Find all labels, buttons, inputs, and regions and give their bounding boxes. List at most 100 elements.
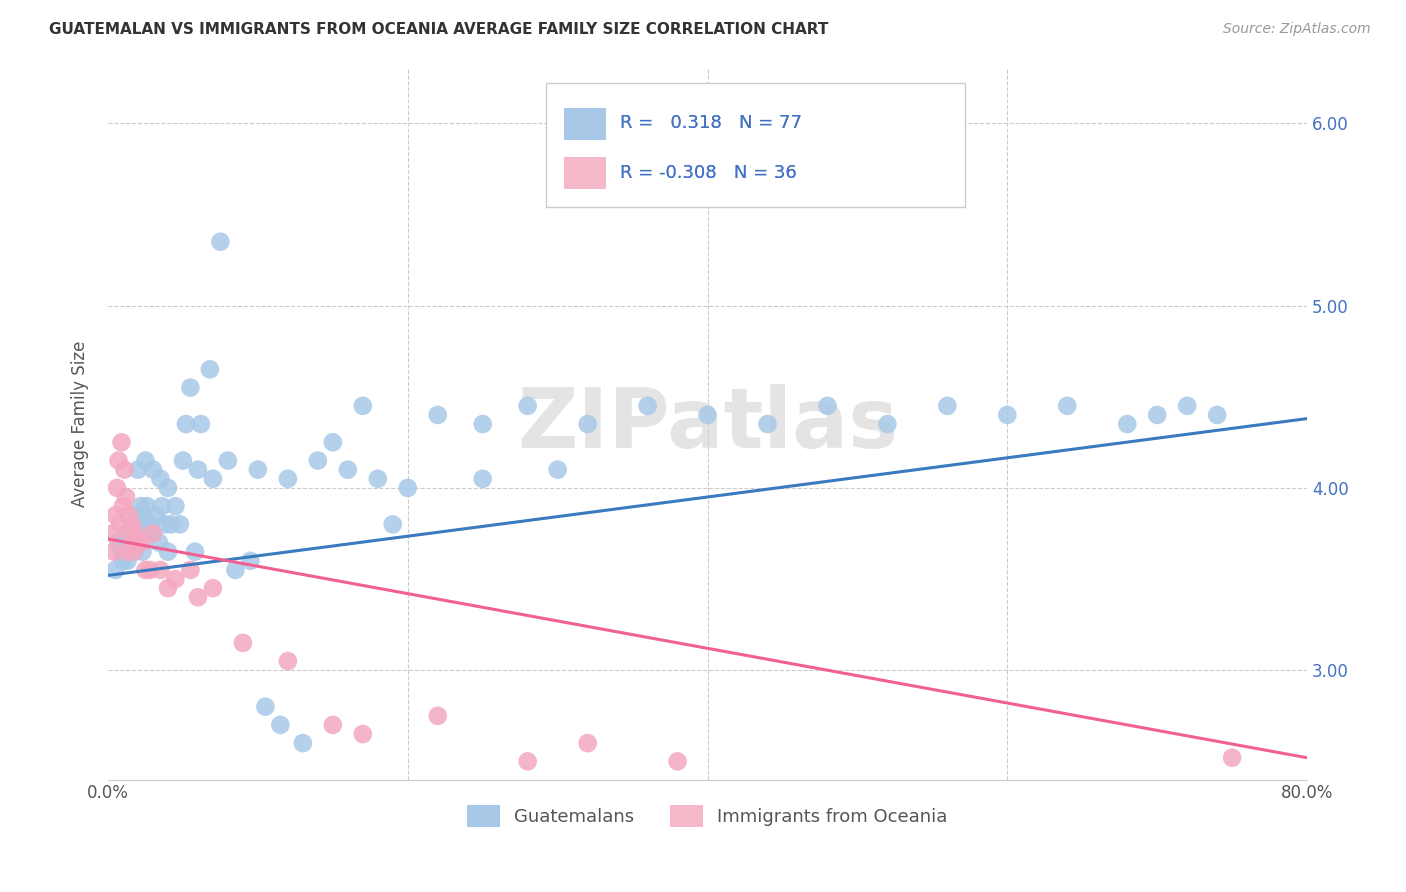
Point xyxy=(201,472,224,486)
Point xyxy=(148,535,170,549)
Point xyxy=(217,453,239,467)
Point xyxy=(187,463,209,477)
Point xyxy=(637,399,659,413)
Point xyxy=(153,517,176,532)
Point xyxy=(516,399,538,413)
Point xyxy=(150,499,173,513)
Point xyxy=(156,544,179,558)
Point xyxy=(179,381,201,395)
Point xyxy=(118,508,141,523)
Point xyxy=(103,544,125,558)
Point xyxy=(367,472,389,486)
Point xyxy=(107,535,129,549)
Point xyxy=(114,463,136,477)
Text: R =   0.318   N = 77: R = 0.318 N = 77 xyxy=(620,114,801,132)
Point xyxy=(174,417,197,431)
Point xyxy=(576,736,599,750)
Point xyxy=(277,472,299,486)
Point xyxy=(224,563,246,577)
Point xyxy=(352,727,374,741)
Point xyxy=(136,499,159,513)
Point xyxy=(145,508,167,523)
Point xyxy=(139,563,162,577)
Point xyxy=(124,544,146,558)
Point xyxy=(169,517,191,532)
Point xyxy=(118,535,141,549)
Point xyxy=(381,517,404,532)
Point xyxy=(114,544,136,558)
Point xyxy=(128,535,150,549)
Point xyxy=(352,399,374,413)
Point xyxy=(190,417,212,431)
Point xyxy=(756,417,779,431)
Point xyxy=(108,517,131,532)
Point xyxy=(426,708,449,723)
Point xyxy=(277,654,299,668)
Point xyxy=(1220,750,1243,764)
Point xyxy=(198,362,221,376)
Bar xyxy=(564,108,606,140)
Bar xyxy=(546,83,966,207)
Point xyxy=(104,563,127,577)
Point xyxy=(142,526,165,541)
Point xyxy=(201,581,224,595)
Y-axis label: Average Family Size: Average Family Size xyxy=(72,341,89,508)
Point xyxy=(322,435,344,450)
Point xyxy=(291,736,314,750)
Text: R =   0.318   N = 77: R = 0.318 N = 77 xyxy=(620,114,801,132)
Point xyxy=(1206,408,1229,422)
Point xyxy=(426,408,449,422)
Text: R = -0.308   N = 36: R = -0.308 N = 36 xyxy=(620,164,797,182)
Point xyxy=(149,563,172,577)
Point xyxy=(666,755,689,769)
Point xyxy=(547,463,569,477)
Point xyxy=(696,408,718,422)
Point xyxy=(111,554,134,568)
Bar xyxy=(564,157,606,189)
Point xyxy=(139,517,162,532)
Text: Source: ZipAtlas.com: Source: ZipAtlas.com xyxy=(1223,22,1371,37)
Point xyxy=(124,526,146,541)
Point xyxy=(107,453,129,467)
Point xyxy=(115,526,138,541)
Text: GUATEMALAN VS IMMIGRANTS FROM OCEANIA AVERAGE FAMILY SIZE CORRELATION CHART: GUATEMALAN VS IMMIGRANTS FROM OCEANIA AV… xyxy=(49,22,828,37)
Point xyxy=(120,526,142,541)
Point xyxy=(120,544,142,558)
Point xyxy=(165,499,187,513)
Text: ZIPatlas: ZIPatlas xyxy=(517,384,898,465)
Point xyxy=(132,517,155,532)
Point xyxy=(179,563,201,577)
Point xyxy=(117,554,139,568)
Point xyxy=(127,508,149,523)
Point xyxy=(165,572,187,586)
Point xyxy=(129,535,152,549)
Point xyxy=(172,453,194,467)
Point xyxy=(246,463,269,477)
Point xyxy=(104,508,127,523)
Point xyxy=(134,563,156,577)
Point xyxy=(1056,399,1078,413)
Point xyxy=(101,526,124,541)
Point xyxy=(160,517,183,532)
Point xyxy=(209,235,232,249)
Point xyxy=(122,535,145,549)
Legend: Guatemalans, Immigrants from Oceania: Guatemalans, Immigrants from Oceania xyxy=(460,798,955,835)
Text: R = -0.308   N = 36: R = -0.308 N = 36 xyxy=(620,164,797,182)
Point xyxy=(142,463,165,477)
Point xyxy=(110,544,132,558)
Point xyxy=(1146,408,1168,422)
Point xyxy=(817,399,839,413)
Point xyxy=(121,517,143,532)
Point xyxy=(127,535,149,549)
Point xyxy=(131,544,153,558)
Point xyxy=(134,453,156,467)
Point xyxy=(336,463,359,477)
Point xyxy=(149,472,172,486)
Point xyxy=(995,408,1018,422)
Point xyxy=(471,417,494,431)
Point xyxy=(110,435,132,450)
Point xyxy=(876,417,898,431)
Point xyxy=(576,417,599,431)
Point xyxy=(269,718,291,732)
Point xyxy=(105,481,128,495)
